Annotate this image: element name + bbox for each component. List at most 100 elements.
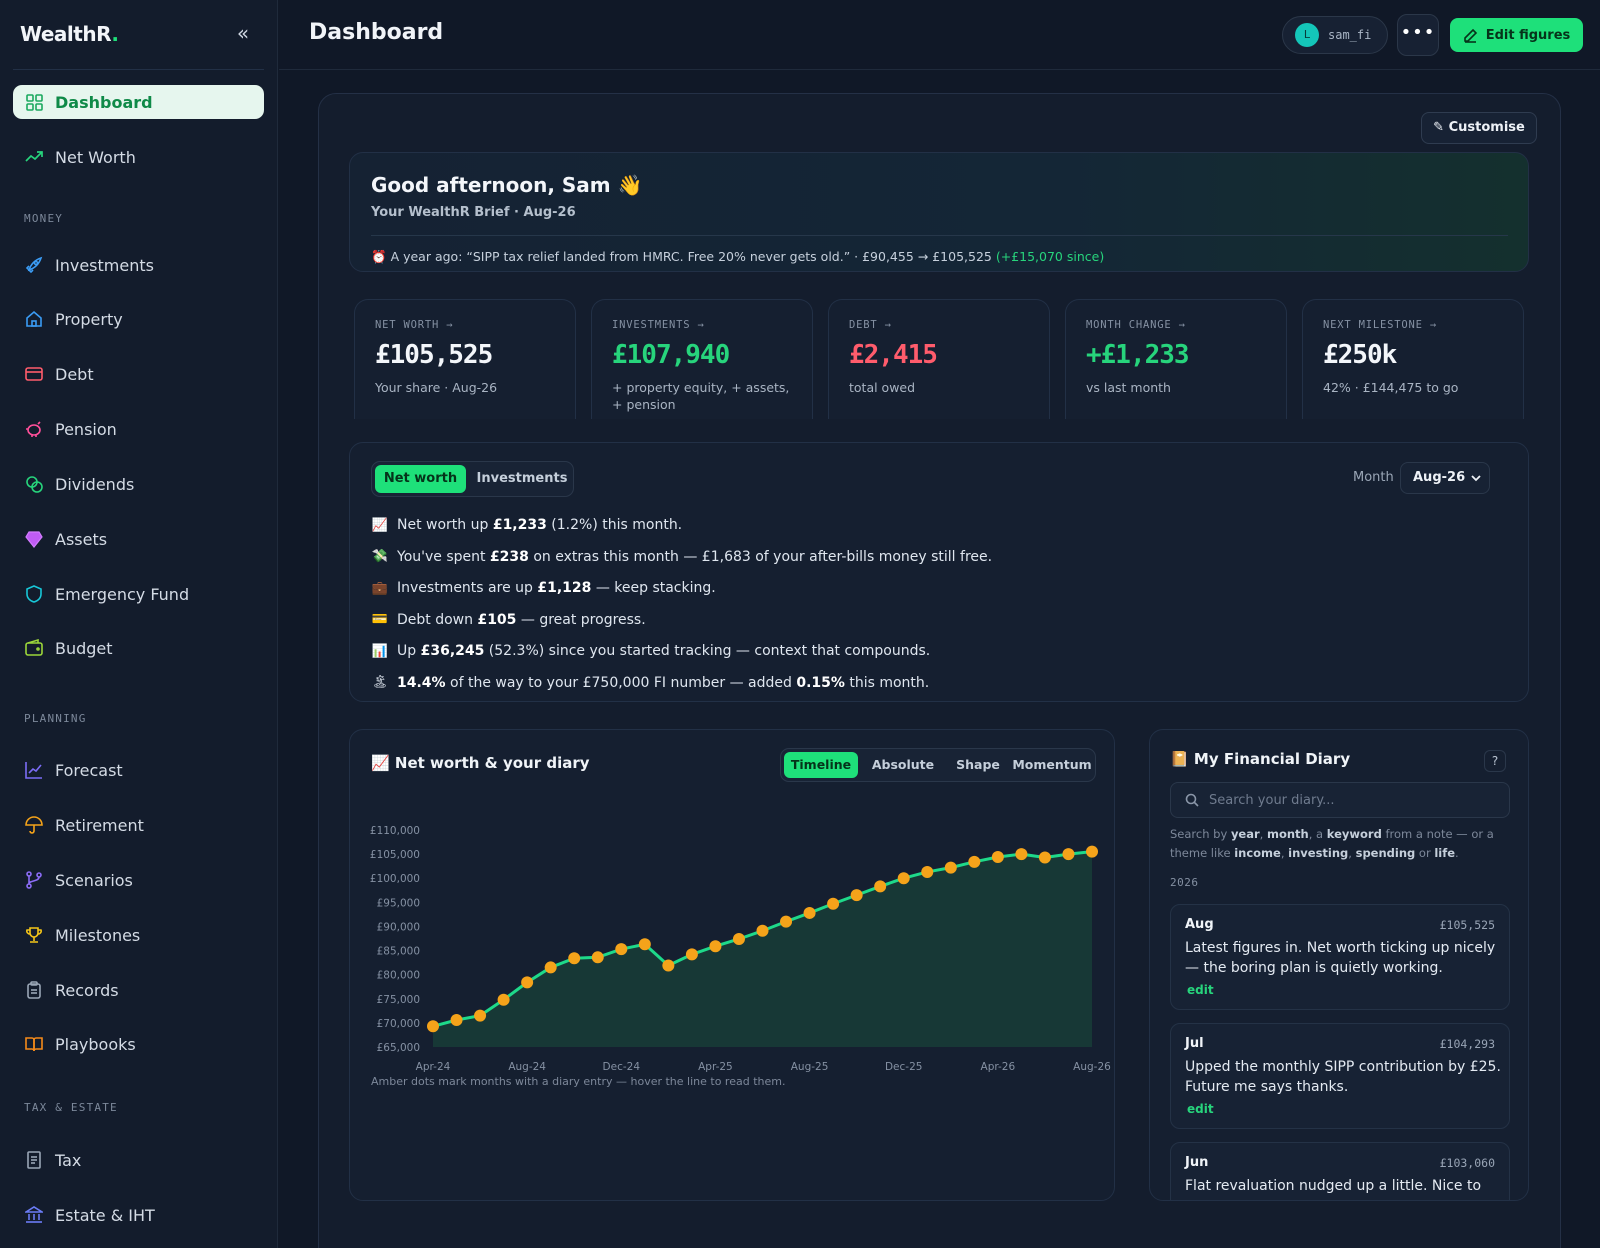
data-point[interactable] xyxy=(521,976,534,989)
page-title: Dashboard xyxy=(309,20,444,45)
tab-investments[interactable]: Investments xyxy=(476,471,568,486)
tab-shape[interactable]: Shape xyxy=(956,757,1000,772)
insight-line: 📊 Up £36,245 (52.3%) since you started tr… xyxy=(371,643,930,659)
sidebar-item-retirement[interactable]: Retirement xyxy=(13,808,264,842)
sidebar-item-pension[interactable]: Pension xyxy=(13,412,264,446)
more-options-button[interactable]: ••• xyxy=(1397,14,1439,56)
sidebar-item-dividends[interactable]: Dividends xyxy=(13,467,264,501)
data-point[interactable] xyxy=(615,943,628,956)
sidebar-item-estate-iht[interactable]: Estate & IHT xyxy=(13,1198,264,1232)
sidebar-item-debt[interactable]: Debt xyxy=(13,357,264,391)
entry-amount: £104,293 xyxy=(1439,1037,1495,1051)
sidebar-item-investments[interactable]: Investments xyxy=(13,248,264,282)
entry-text: Latest figures in. Net worth ticking up … xyxy=(1185,940,1496,976)
sidebar-item-label: Investments xyxy=(55,255,154,275)
sidebar-item-label: Budget xyxy=(55,638,113,658)
dashboard-panel: ✎ Customise Good afternoon, Sam 👋 Your W… xyxy=(318,93,1561,1248)
data-point[interactable] xyxy=(427,1020,439,1033)
edit-figures-button[interactable]: Edit figures xyxy=(1450,18,1583,52)
stat-card-month-change[interactable]: MONTH CHANGE → +£1,233 vs last month xyxy=(1065,299,1287,419)
data-point[interactable] xyxy=(803,906,816,919)
y-tick-label: £95,000 xyxy=(377,897,420,909)
customise-button[interactable]: ✎ Customise xyxy=(1421,112,1537,144)
data-point[interactable] xyxy=(944,861,957,874)
sidebar-item-milestones[interactable]: Milestones xyxy=(13,918,264,952)
data-point[interactable] xyxy=(709,940,722,953)
data-point[interactable] xyxy=(780,915,793,928)
grid-icon xyxy=(25,93,43,111)
data-point[interactable] xyxy=(685,948,698,961)
data-point[interactable] xyxy=(1038,851,1051,864)
insights-toggle: Net worth Investments xyxy=(371,461,574,497)
data-point[interactable] xyxy=(921,865,934,878)
stat-card-next-milestone[interactable]: NEXT MILESTONE → £250k 42% · £144,475 to… xyxy=(1302,299,1524,419)
chart-title: 📈 Net worth & your diary xyxy=(371,754,590,772)
year-ago-text: A year ago: “SIPP tax relief landed from… xyxy=(390,249,992,264)
data-point[interactable] xyxy=(474,1009,487,1022)
data-point[interactable] xyxy=(497,993,510,1006)
y-tick-label: £80,000 xyxy=(377,970,420,982)
diary-entry[interactable]: Jun £103,060 Flat revaluation nudged up … xyxy=(1170,1142,1510,1200)
data-point[interactable] xyxy=(991,851,1004,864)
stat-card-investments[interactable]: INVESTMENTS → £107,940 + property equity… xyxy=(591,299,813,419)
sidebar-item-playbooks[interactable]: Playbooks xyxy=(13,1027,264,1061)
stat-card-net-worth[interactable]: NET WORTH → £105,525 Your share · Aug-26 xyxy=(354,299,576,419)
sidebar-item-label: Pension xyxy=(55,419,117,439)
diary-entry[interactable]: Aug £105,525 Latest figures in. Net wort… xyxy=(1170,904,1510,1010)
insight-emoji-icon: 💸 xyxy=(371,549,389,564)
data-point[interactable] xyxy=(638,938,651,951)
sidebar-item-forecast[interactable]: Forecast xyxy=(13,753,264,787)
data-point[interactable] xyxy=(591,951,604,964)
tab-absolute[interactable]: Absolute xyxy=(871,757,935,772)
collapse-sidebar-button[interactable]: « xyxy=(236,21,250,45)
user-menu[interactable]: L sam_fi xyxy=(1282,16,1388,54)
month-select[interactable]: Aug-26 xyxy=(1400,462,1490,494)
insight-text: Debt down £105 — great progress. xyxy=(397,611,646,628)
help-button[interactable]: ? xyxy=(1484,750,1506,772)
sidebar-item-tax[interactable]: Tax xyxy=(13,1143,264,1177)
sidebar-item-property[interactable]: Property xyxy=(13,302,264,336)
diary-entry[interactable]: Jul £104,293 Upped the monthly SIPP cont… xyxy=(1170,1023,1510,1129)
stat-note: Your share · Aug-26 xyxy=(375,380,498,395)
data-point[interactable] xyxy=(850,889,863,902)
sidebar-item-net-worth[interactable]: Net Worth xyxy=(13,140,264,174)
tab-momentum[interactable]: Momentum xyxy=(1012,757,1092,772)
insight-line: 💳 Debt down £105 — great progress. xyxy=(371,612,646,628)
receipt-icon xyxy=(25,1151,43,1169)
data-point[interactable] xyxy=(756,924,769,937)
sidebar-item-emergency-fund[interactable]: Emergency Fund xyxy=(13,577,264,611)
data-point[interactable] xyxy=(1086,845,1098,858)
data-point[interactable] xyxy=(732,932,745,945)
entry-edit-link[interactable]: edit xyxy=(1187,983,1214,997)
sidebar-item-records[interactable]: Records xyxy=(13,973,264,1007)
data-point[interactable] xyxy=(662,959,675,972)
data-point[interactable] xyxy=(827,897,840,910)
piggy-bank-icon xyxy=(25,420,43,438)
data-point[interactable] xyxy=(968,855,981,868)
data-point[interactable] xyxy=(544,961,557,974)
stat-note: total owed xyxy=(849,380,916,395)
tab-timeline[interactable]: Timeline xyxy=(784,752,858,778)
stat-card-debt[interactable]: DEBT → £2,415 total owed xyxy=(828,299,1050,419)
insight-line: 💼 Investments are up £1,128 — keep stacki… xyxy=(371,580,716,596)
data-point[interactable] xyxy=(568,952,581,965)
data-point[interactable] xyxy=(450,1013,463,1026)
brand-logo[interactable]: WealthR. xyxy=(20,22,119,46)
sidebar-item-label: Retirement xyxy=(55,815,144,835)
entry-edit-link[interactable]: edit xyxy=(1187,1102,1214,1116)
stat-label: DEBT → xyxy=(849,319,892,331)
data-point[interactable] xyxy=(897,872,910,885)
sidebar-item-scenarios[interactable]: Scenarios xyxy=(13,863,264,897)
data-point[interactable] xyxy=(1062,848,1075,861)
data-point[interactable] xyxy=(1015,848,1028,861)
sidebar-item-budget[interactable]: Budget xyxy=(13,631,264,665)
tab-net-worth[interactable]: Net worth xyxy=(375,465,466,493)
sidebar-item-dashboard[interactable]: Dashboard xyxy=(13,85,264,119)
x-tick-label: Apr-25 xyxy=(698,1061,733,1073)
diary-search-input[interactable]: Search your diary... xyxy=(1170,782,1510,818)
data-point[interactable] xyxy=(874,880,887,893)
sidebar-item-assets[interactable]: Assets xyxy=(13,522,264,556)
y-tick-label: £105,000 xyxy=(370,849,420,861)
sidebar: WealthR. « Dashboard Net Worth MONEY Inv… xyxy=(0,0,278,1248)
net-worth-chart[interactable]: £110,000 £105,000 £100,000 £95,000 £90,000 £8… xyxy=(350,785,1116,1075)
